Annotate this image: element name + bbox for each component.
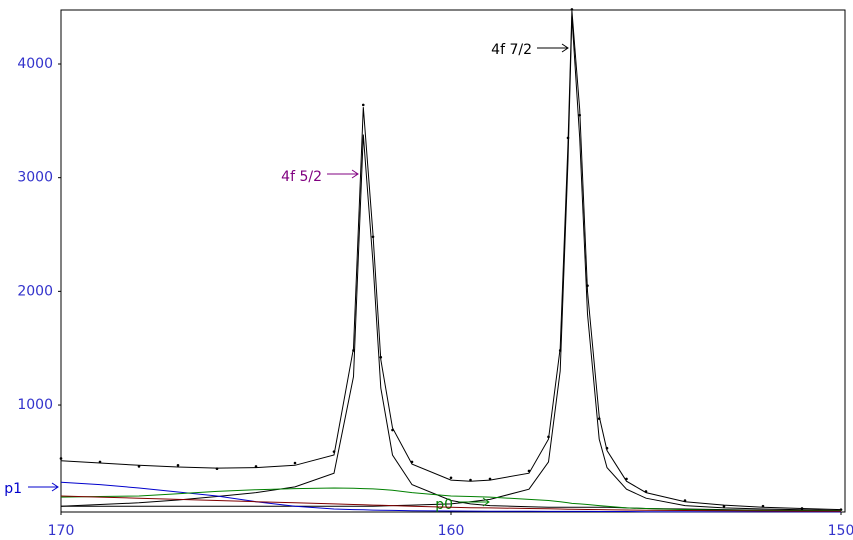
annotation-arrowhead: [561, 43, 569, 53]
data-point: [293, 461, 297, 465]
y-tick-label: 1000: [17, 397, 53, 413]
series-line: [60, 481, 841, 513]
plot-frame: [60, 9, 846, 513]
x-tick-label: 170: [48, 523, 75, 539]
series-annotation: p1: [4, 481, 22, 497]
series-line: [60, 487, 841, 512]
series-line: [60, 10, 842, 511]
series-line: [60, 495, 842, 512]
data-point: [570, 8, 574, 11]
y-tick-label: 3000: [17, 170, 53, 186]
x-tick-label: 160: [438, 523, 465, 539]
data-point: [361, 103, 365, 107]
data-point: [59, 457, 63, 460]
series-annotation: 4f 5/2: [281, 169, 322, 185]
y-tick-label: 2000: [17, 283, 53, 299]
x-tick-label: 150: [828, 523, 853, 539]
annotation-arrowhead: [351, 169, 359, 179]
series-line: [60, 134, 842, 512]
y-tick-label: 4000: [17, 56, 53, 72]
annotation-arrowhead: [51, 482, 59, 492]
annotation-arrowhead: [482, 497, 490, 507]
series-annotation: 4f 7/2: [491, 42, 532, 58]
data-point: [176, 463, 180, 467]
data-point: [449, 476, 453, 480]
series-line: [61, 16, 842, 511]
series-annotation: p0: [435, 497, 453, 513]
